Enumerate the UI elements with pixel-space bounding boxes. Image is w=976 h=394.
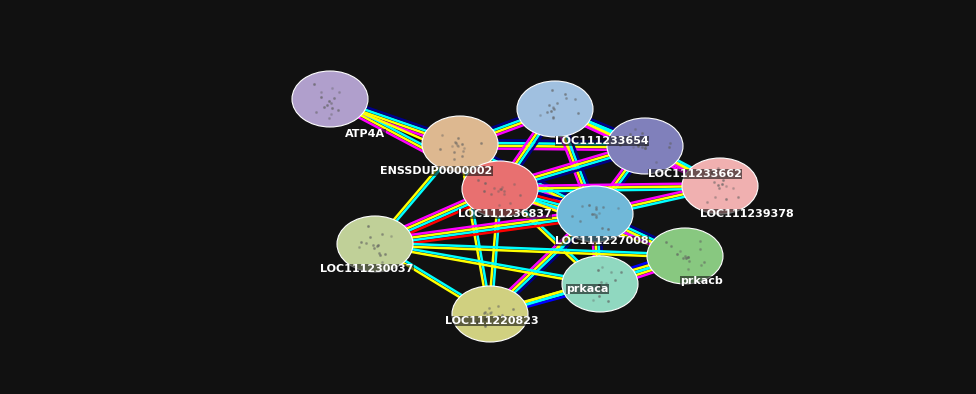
Ellipse shape: [517, 81, 593, 137]
Text: prkacb: prkacb: [680, 276, 723, 286]
Ellipse shape: [682, 158, 758, 214]
Ellipse shape: [462, 161, 538, 217]
Text: ENSSDUP0000002: ENSSDUP0000002: [380, 166, 492, 176]
Ellipse shape: [647, 228, 723, 284]
Ellipse shape: [562, 256, 638, 312]
Text: LOC111233654: LOC111233654: [555, 136, 649, 146]
Text: LOC111239378: LOC111239378: [700, 209, 793, 219]
Ellipse shape: [452, 286, 528, 342]
Ellipse shape: [422, 116, 498, 172]
Text: LOC111236837: LOC111236837: [458, 209, 551, 219]
Text: LOC111233662: LOC111233662: [648, 169, 742, 179]
Text: ATP4A: ATP4A: [345, 129, 386, 139]
Ellipse shape: [292, 71, 368, 127]
Ellipse shape: [607, 118, 683, 174]
Text: LOC111230037: LOC111230037: [320, 264, 414, 274]
Text: prkaca: prkaca: [566, 284, 608, 294]
Text: LOC111227008: LOC111227008: [555, 236, 649, 246]
Text: LOC111220823: LOC111220823: [445, 316, 539, 326]
Ellipse shape: [337, 216, 413, 272]
Ellipse shape: [557, 186, 633, 242]
